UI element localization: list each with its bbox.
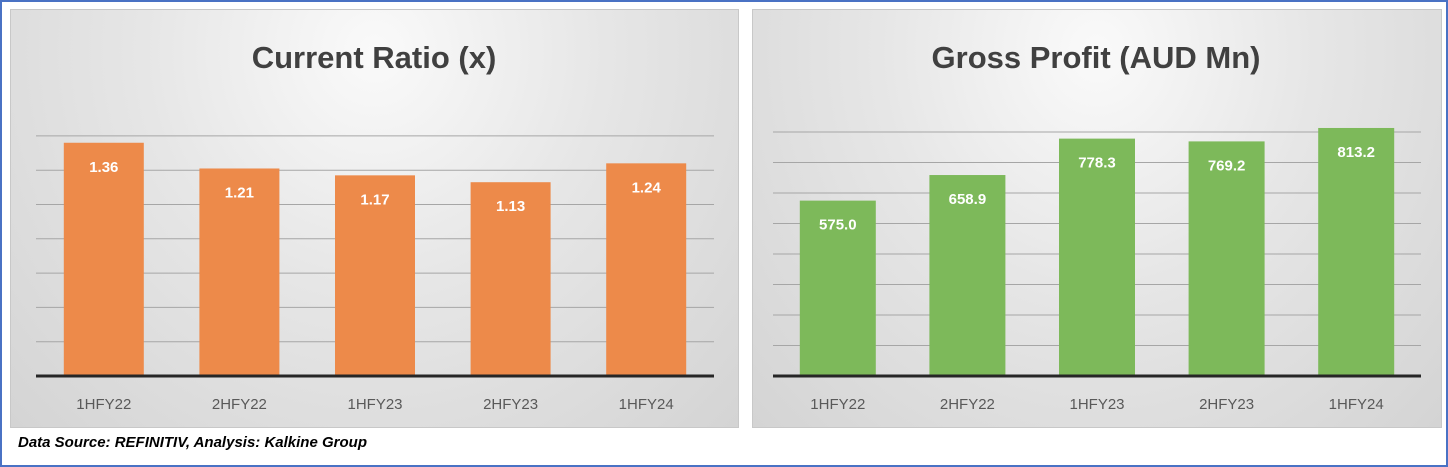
data-label: 1.24 (632, 179, 662, 196)
bar (199, 168, 280, 376)
x-tick-label: 2HFY23 (483, 396, 538, 413)
data-label: 1.13 (496, 198, 525, 215)
data-source-note: Data Source: REFINITIV, Analysis: Kalkin… (18, 434, 367, 451)
bar (799, 200, 876, 376)
x-tick-label: 1HFY24 (619, 396, 674, 413)
bar (1318, 127, 1395, 376)
bar (1059, 138, 1135, 376)
bar (63, 142, 144, 376)
chart-title: Current Ratio (x) (252, 40, 497, 75)
data-label: 1.36 (89, 159, 118, 176)
x-tick-label: 2HFY22 (212, 396, 267, 413)
bar (1188, 141, 1265, 376)
data-label: 1.17 (360, 191, 389, 208)
gross-profit-chart: Gross Profit (AUD Mn) 575.0 1HFY22 658.9 2HF… (752, 9, 1442, 428)
data-label: 813.2 (1337, 144, 1375, 161)
bar (470, 182, 551, 376)
bar (929, 175, 1006, 376)
x-tick-label: 2HFY22 (940, 396, 995, 413)
chart-title: Gross Profit (AUD Mn) (932, 40, 1261, 75)
x-tick-label: 2HFY23 (1199, 396, 1254, 413)
data-label: 769.2 (1208, 157, 1246, 174)
data-label: 1.21 (225, 184, 254, 201)
data-label: 575.0 (819, 217, 857, 234)
current-ratio-chart: Current Ratio (x) 1.36 1HFY22 1.21 2HFY22 1.1… (10, 9, 739, 428)
x-tick-label: 1HFY23 (1069, 396, 1124, 413)
bar (606, 163, 687, 376)
x-tick-label: 1HFY22 (810, 396, 865, 413)
bar (335, 175, 415, 376)
x-tick-label: 1HFY23 (347, 396, 402, 413)
data-label: 658.9 (949, 191, 987, 208)
data-label: 778.3 (1078, 155, 1116, 172)
x-tick-label: 1HFY22 (76, 396, 131, 413)
x-tick-label: 1HFY24 (1329, 396, 1384, 413)
